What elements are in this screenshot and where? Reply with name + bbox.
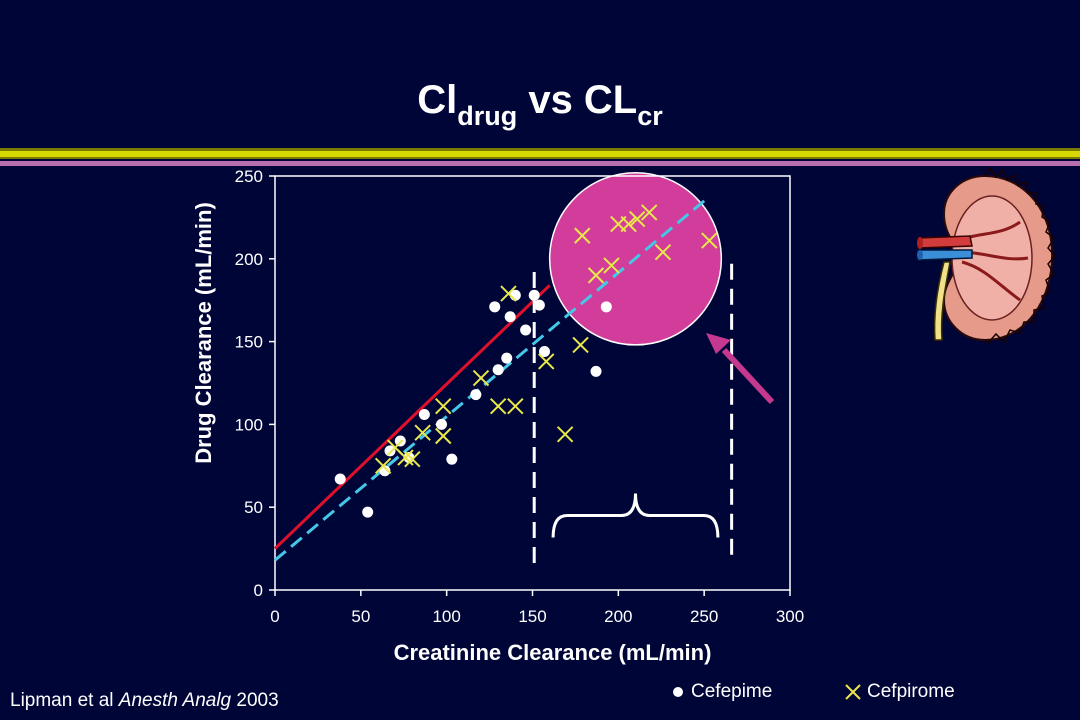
data-point-cefepime — [590, 365, 602, 377]
y-tick-label: 0 — [254, 581, 263, 600]
data-point-cefepime — [539, 346, 551, 358]
divider-band-yellow — [0, 151, 1080, 157]
data-point-cefpirome — [507, 397, 524, 415]
data-point-cefpirome — [472, 369, 490, 387]
y-tick-label: 150 — [235, 333, 263, 352]
x-tick-label: 150 — [518, 607, 546, 626]
y-tick-label: 50 — [244, 498, 263, 517]
slide-title: Cldrug vs CLcr — [417, 78, 663, 131]
data-point-cefepime — [418, 408, 430, 420]
data-point-cefpirome — [603, 257, 620, 274]
x-tick-label: 250 — [690, 607, 718, 626]
data-point-cefepime — [492, 364, 504, 376]
data-point-cefepime — [520, 324, 532, 336]
data-point-cefepime — [384, 445, 396, 457]
data-point-cefpirome — [629, 210, 646, 228]
legend-item-cefpirome: Cefpirome — [843, 681, 955, 703]
data-point-cefpirome — [374, 457, 392, 475]
legend-circle-icon — [673, 687, 683, 697]
y-tick-label: 200 — [235, 250, 263, 269]
divider-band-purple — [0, 161, 1080, 166]
data-point-cefepime — [533, 299, 545, 311]
fit-line-solid — [273, 284, 551, 550]
data-point-cefepime — [504, 311, 516, 323]
data-point-cefepime — [489, 301, 501, 313]
y-axis-label: Drug Clearance (mL/min) — [191, 202, 216, 464]
divider-band-olive-top — [0, 148, 1080, 151]
x-axis-label: Creatinine Clearance (mL/min) — [394, 640, 712, 665]
y-tick-label: 250 — [235, 167, 263, 186]
legend-x-icon — [845, 684, 861, 700]
data-point-cefpirome — [435, 397, 452, 415]
data-point-cefepime — [362, 506, 374, 518]
data-point-cefepime — [528, 289, 540, 301]
pointer-arrowhead — [706, 333, 731, 354]
data-point-cefpirome — [654, 243, 672, 261]
data-point-cefepime — [446, 453, 458, 465]
data-point-cefpirome — [500, 285, 517, 302]
data-point-cefepime — [394, 435, 406, 447]
citation: Lipman et al Anesth Analg 2003 — [10, 690, 279, 711]
data-point-cefpirome — [556, 426, 574, 443]
data-point-cefpirome — [641, 204, 658, 221]
divider-band-olive-bottom — [0, 157, 1080, 159]
data-point-cefepime — [334, 473, 346, 485]
x-tick-label: 0 — [270, 607, 279, 626]
data-point-cefepime — [501, 352, 513, 364]
data-point-cefpirome — [701, 232, 718, 249]
x-tick-label: 300 — [776, 607, 804, 626]
data-point-cefepime — [470, 389, 482, 401]
data-point-cefpirome — [489, 397, 507, 415]
kidney-icon — [917, 166, 1056, 345]
data-point-cefpirome — [620, 215, 637, 233]
data-point-cefpirome — [574, 227, 591, 244]
data-point-cefpirome — [435, 427, 452, 445]
data-point-cefpirome — [414, 424, 431, 441]
pointer-arrow — [721, 347, 775, 405]
data-point-cefpirome — [587, 267, 605, 284]
data-point-cefpirome — [404, 450, 421, 468]
data-point-cefepime — [436, 418, 448, 430]
data-point-cefepime — [600, 301, 612, 313]
fit-line-dashed — [274, 199, 706, 562]
x-tick-label: 200 — [604, 607, 632, 626]
y-tick-label: 100 — [235, 415, 263, 434]
data-point-cefpirome — [538, 353, 555, 370]
curly-brace — [551, 493, 720, 538]
data-point-cefpirome — [572, 336, 589, 354]
x-tick-label: 50 — [351, 607, 370, 626]
x-tick-label: 100 — [432, 607, 460, 626]
data-point-cefpirome — [397, 449, 414, 466]
legend-item-cefepime: Cefepime — [670, 681, 772, 703]
